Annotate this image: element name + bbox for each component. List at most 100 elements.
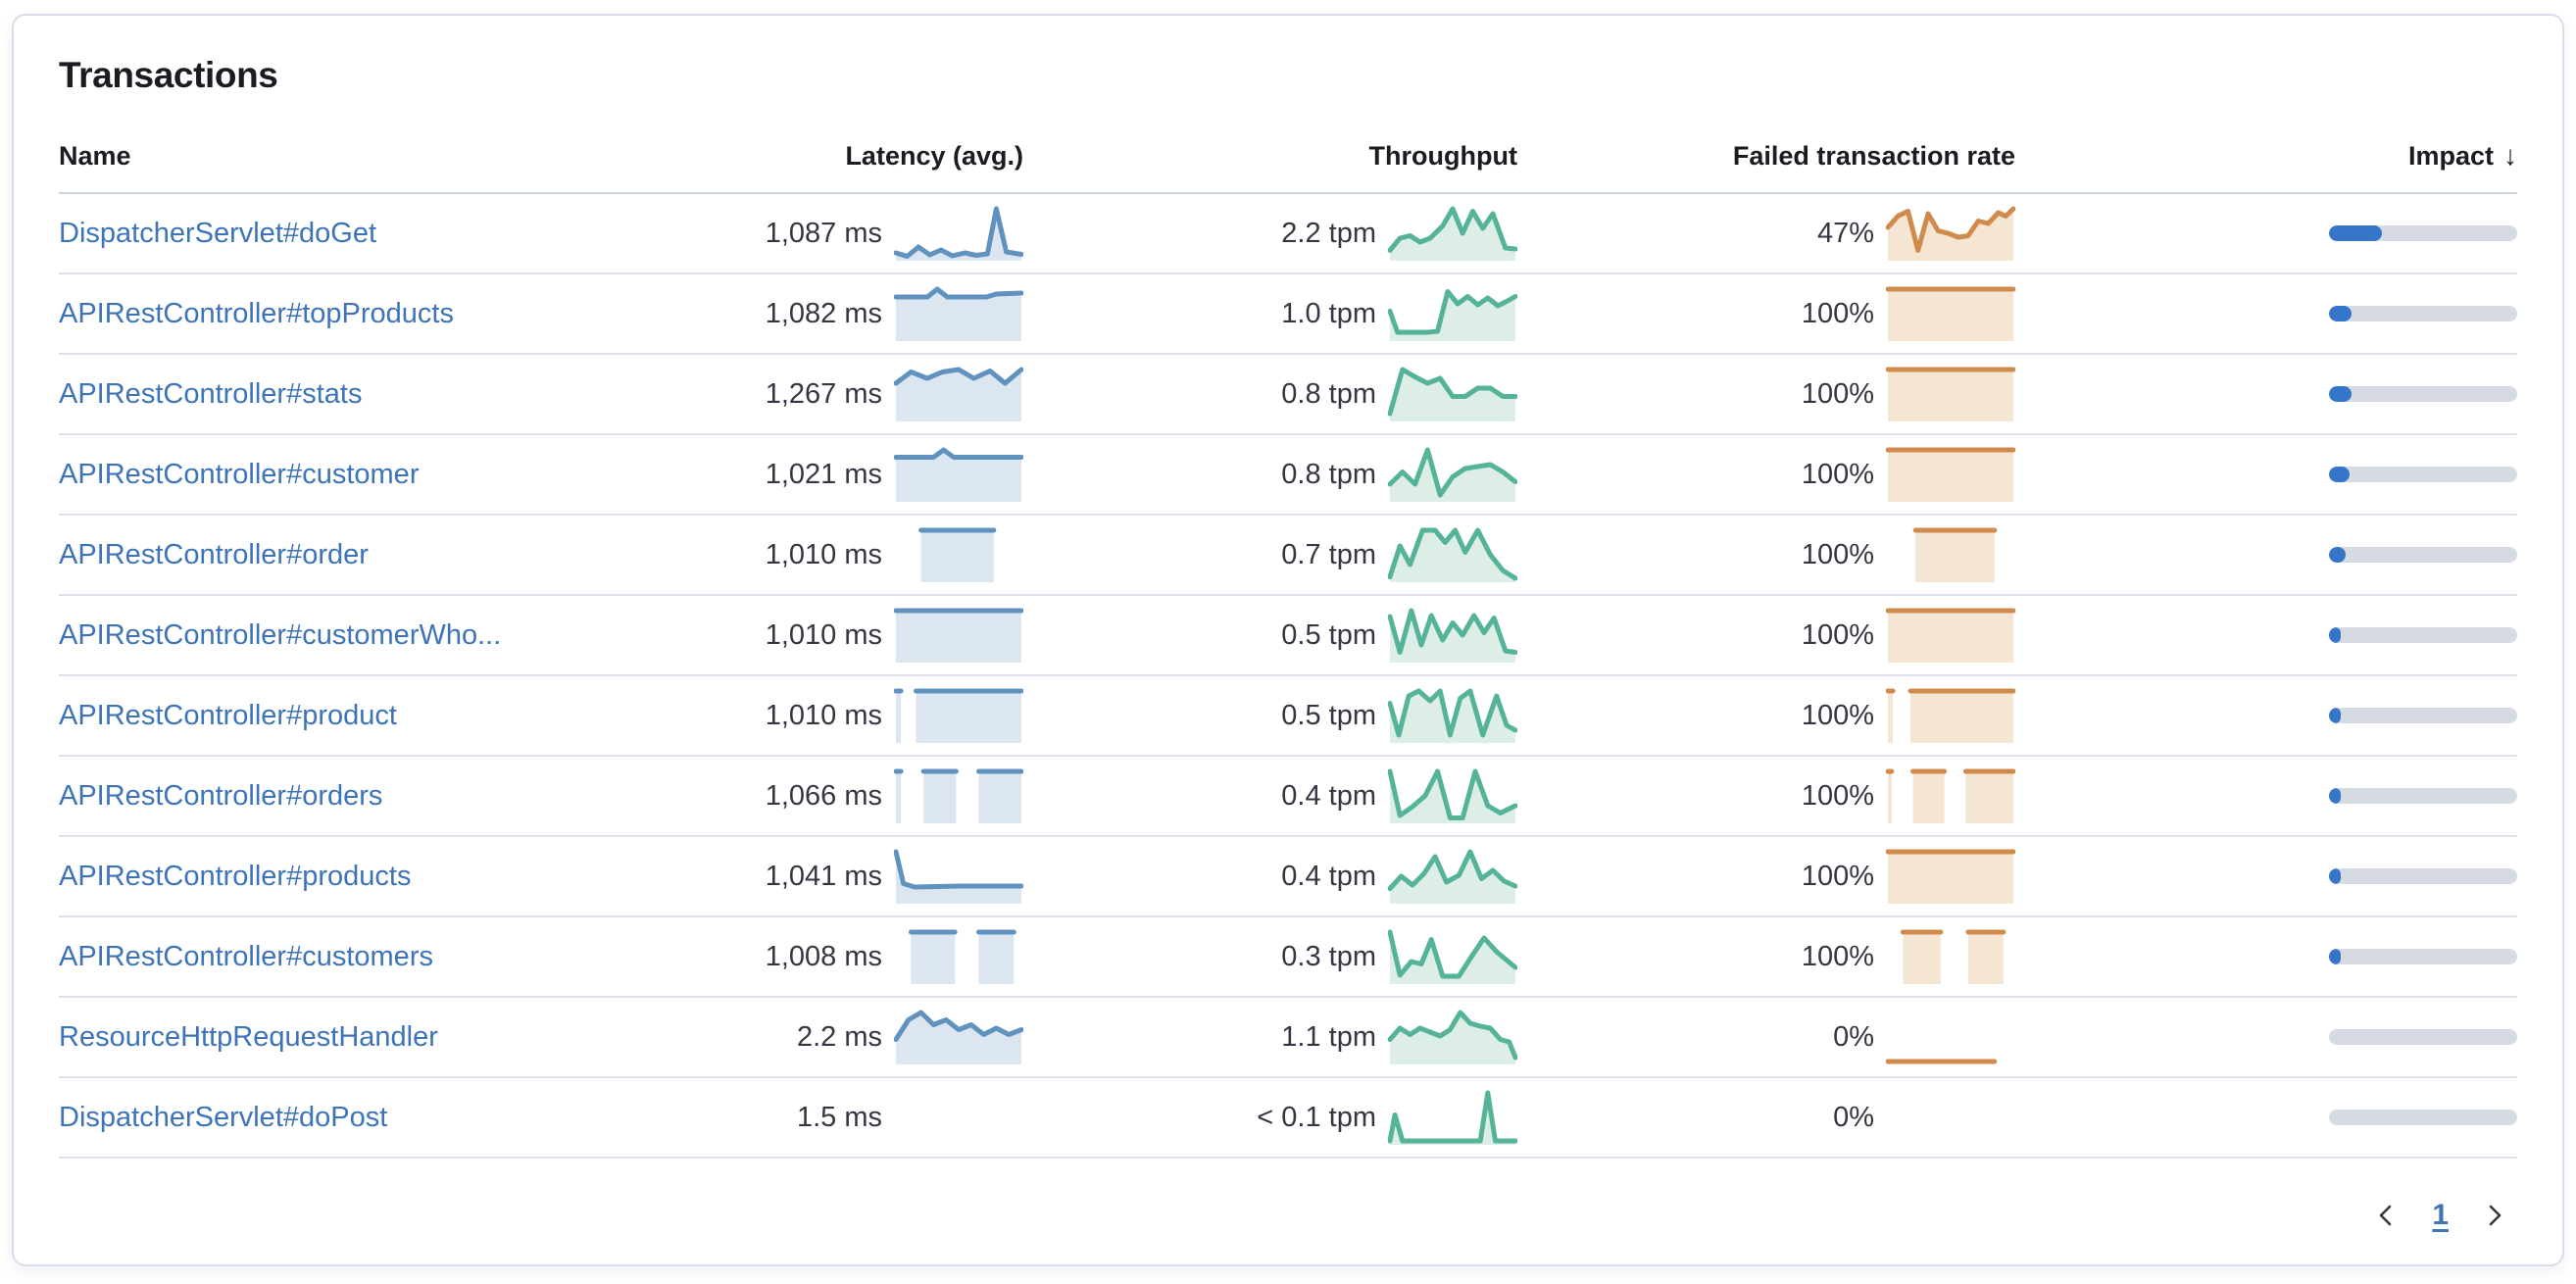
impact-cell <box>2015 386 2517 402</box>
impact-bar-track <box>2329 868 2517 884</box>
impact-bar-fill <box>2329 708 2341 723</box>
throughput-sparkline <box>1388 1010 1517 1064</box>
transaction-name-link[interactable]: DispatcherServlet#doGet <box>59 217 376 249</box>
transaction-name-link[interactable]: APIRestController#customers <box>59 940 433 972</box>
transaction-name-link[interactable]: APIRestController#topProducts <box>59 297 454 329</box>
failed-rate-value: 100% <box>1801 538 1874 570</box>
column-header-name[interactable]: Name <box>59 140 131 171</box>
table-row: APIRestController#customer 1,021 ms 0.8 tp… <box>59 435 2517 516</box>
transaction-name-link[interactable]: DispatcherServlet#doPost <box>59 1101 388 1133</box>
throughput-cell: 0.3 tpm <box>1023 929 1517 984</box>
impact-cell <box>2015 788 2517 804</box>
transactions-panel: Transactions Name Latency (avg.) Through… <box>12 14 2564 1266</box>
throughput-value: 2.2 tpm <box>1281 217 1376 249</box>
latency-cell: 1,010 ms <box>612 688 1023 743</box>
impact-cell <box>2015 547 2517 563</box>
throughput-value: 0.5 tpm <box>1281 618 1376 651</box>
name-cell: ResourceHttpRequestHandler <box>59 1021 612 1054</box>
throughput-cell: < 0.1 tpm <box>1023 1090 1517 1145</box>
column-header-failed-rate[interactable]: Failed transaction rate <box>1732 140 2015 171</box>
failed-rate-sparkline <box>1886 1059 1998 1064</box>
impact-bar-track <box>2329 708 2517 723</box>
impact-bar-fill <box>2329 306 2353 321</box>
failed-rate-value: 0% <box>1833 1020 1874 1053</box>
failed-rate-cell: 47% <box>1517 206 2015 261</box>
impact-bar-fill <box>2329 627 2341 643</box>
impact-cell <box>2015 949 2517 964</box>
latency-cell: 2.2 ms <box>612 1010 1023 1064</box>
failed-rate-value: 100% <box>1801 699 1874 731</box>
failed-rate-sparkline <box>1912 527 1998 582</box>
latency-value: 1,010 ms <box>765 699 882 731</box>
failed-rate-value: 100% <box>1801 860 1874 892</box>
throughput-value: < 0.1 tpm <box>1257 1101 1376 1133</box>
name-cell: APIRestController#stats <box>59 378 612 411</box>
impact-bar-track <box>2329 306 2517 321</box>
previous-page-button[interactable] <box>2371 1201 2401 1230</box>
throughput-value: 0.8 tpm <box>1281 377 1376 410</box>
chevron-right-icon <box>2489 1205 2502 1226</box>
column-header-impact[interactable]: Impact ↓ <box>2015 140 2517 172</box>
table-row: APIRestController#stats 1,267 ms 0.8 tpm 10… <box>59 355 2517 435</box>
column-header-latency[interactable]: Latency (avg.) <box>845 140 1023 171</box>
throughput-sparkline <box>1388 608 1517 663</box>
failed-rate-sparkline <box>1886 367 2015 421</box>
latency-sparkline <box>894 608 1023 663</box>
page-number-1[interactable]: 1 <box>2432 1199 2449 1231</box>
impact-bar-fill <box>2329 386 2353 402</box>
latency-sparkline <box>894 447 1023 502</box>
failed-rate-sparkline <box>1886 608 2015 663</box>
failed-rate-cell: 100% <box>1517 929 2015 984</box>
failed-rate-sparkline <box>1886 447 2015 502</box>
throughput-value: 0.7 tpm <box>1281 538 1376 570</box>
sort-desc-icon: ↓ <box>2503 140 2517 171</box>
transaction-name-link[interactable]: APIRestController#stats <box>59 377 363 410</box>
table-header: Name Latency (avg.) Throughput Failed tr… <box>59 120 2517 194</box>
failed-rate-sparkline <box>1886 849 2015 904</box>
transaction-name-link[interactable]: ResourceHttpRequestHandler <box>59 1020 438 1053</box>
table-row: APIRestController#products 1,041 ms 0.4 tp… <box>59 837 2517 917</box>
table-row: APIRestController#order 1,010 ms 0.7 tpm 10… <box>59 516 2517 596</box>
impact-cell <box>2015 868 2517 884</box>
transaction-name-link[interactable]: APIRestController#product <box>59 699 397 731</box>
impact-cell <box>2015 708 2517 723</box>
pagination: 1 <box>59 1190 2517 1241</box>
throughput-value: 1.1 tpm <box>1281 1020 1376 1053</box>
transaction-name-link[interactable]: APIRestController#orders <box>59 779 383 812</box>
throughput-sparkline <box>1388 527 1517 582</box>
name-cell: APIRestController#products <box>59 861 612 893</box>
latency-cell: 1,010 ms <box>612 527 1023 582</box>
latency-sparkline <box>908 929 1016 984</box>
transaction-name-link[interactable]: APIRestController#products <box>59 860 412 892</box>
transaction-name-link[interactable]: APIRestController#order <box>59 538 369 570</box>
next-page-button[interactable] <box>2480 1201 2509 1230</box>
throughput-sparkline <box>1388 849 1517 904</box>
throughput-cell: 1.1 tpm <box>1023 1010 1517 1064</box>
throughput-value: 0.4 tpm <box>1281 779 1376 812</box>
failed-rate-cell: 0% <box>1517 1010 2015 1064</box>
throughput-sparkline <box>1388 206 1517 261</box>
transaction-name-link[interactable]: APIRestController#customer <box>59 458 420 490</box>
impact-bar-track <box>2329 949 2517 964</box>
name-cell: APIRestController#product <box>59 700 612 732</box>
name-cell: APIRestController#customers <box>59 941 612 973</box>
latency-value: 1,082 ms <box>765 297 882 329</box>
table-row: APIRestController#customerWho... 1,010 ms… <box>59 596 2517 676</box>
panel-title: Transactions <box>59 55 278 95</box>
latency-cell: 1.5 ms <box>612 1090 1023 1145</box>
latency-value: 1.5 ms <box>796 1101 882 1133</box>
impact-cell <box>2015 1110 2517 1125</box>
failed-rate-value: 100% <box>1801 940 1874 972</box>
latency-sparkline <box>894 206 1023 261</box>
latency-sparkline <box>918 527 997 582</box>
throughput-cell: 0.4 tpm <box>1023 849 1517 904</box>
transaction-name-link[interactable]: APIRestController#customerWho... <box>59 618 502 651</box>
throughput-cell: 1.0 tpm <box>1023 286 1517 341</box>
throughput-sparkline <box>1388 1090 1517 1145</box>
throughput-cell: 0.8 tpm <box>1023 367 1517 421</box>
failed-rate-value: 100% <box>1801 458 1874 490</box>
latency-value: 1,267 ms <box>765 377 882 410</box>
column-header-throughput[interactable]: Throughput <box>1368 140 1517 171</box>
impact-bar-track <box>2329 1029 2517 1045</box>
latency-cell: 1,041 ms <box>612 849 1023 904</box>
